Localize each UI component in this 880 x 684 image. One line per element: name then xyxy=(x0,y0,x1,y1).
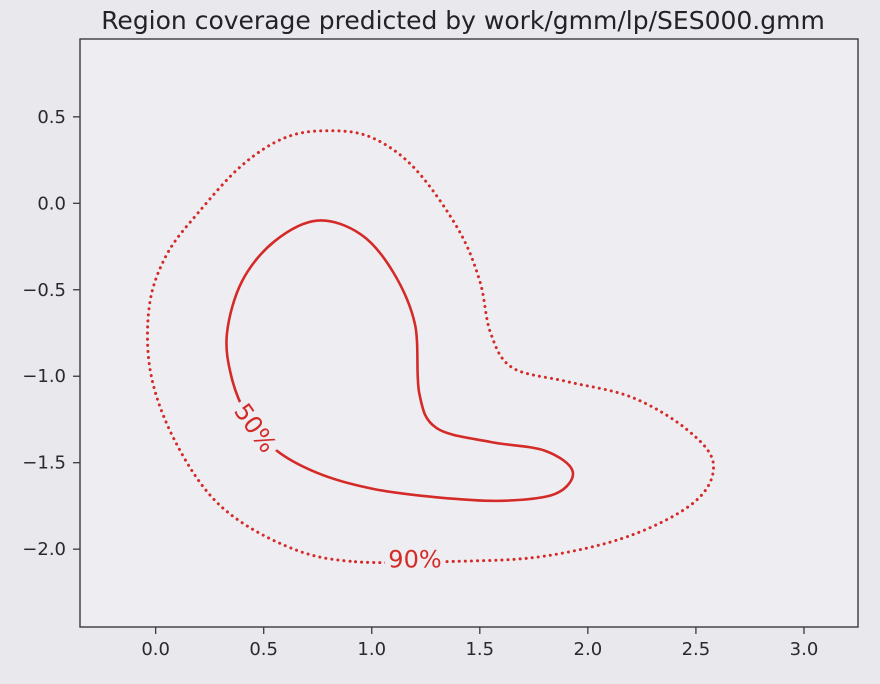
y-tick-label: −1.5 xyxy=(22,453,66,474)
x-tick-label: 2.5 xyxy=(682,639,711,660)
y-axis: 0.5 0.0 −0.5 −1.0 −1.5 −2.0 xyxy=(22,107,80,560)
plot-area xyxy=(79,38,859,628)
x-axis: 0.0 0.5 1.0 1.5 2.0 2.5 3.0 xyxy=(141,627,818,660)
y-tick-label: 0.0 xyxy=(37,193,66,214)
contour-50-line xyxy=(225,219,575,503)
x-tick-label: 3.0 xyxy=(790,639,819,660)
contour-90-line xyxy=(145,129,716,565)
y-tick-label: −0.5 xyxy=(22,280,66,301)
y-tick-label: 0.5 xyxy=(37,107,66,128)
x-tick-label: 0.0 xyxy=(141,639,170,660)
contour-label-background xyxy=(228,394,285,460)
contour-label-group: 90% xyxy=(384,544,445,574)
x-tick-label: 0.5 xyxy=(249,639,278,660)
chart-title: Region coverage predicted by work/gmm/lp… xyxy=(101,6,825,35)
y-tick-label: −2.0 xyxy=(22,539,66,560)
contour-label-background xyxy=(384,544,445,571)
y-tick-label: −1.0 xyxy=(22,366,66,387)
x-tick-label: 2.0 xyxy=(574,639,603,660)
contour-label-90: 90% xyxy=(388,546,441,574)
x-tick-label: 1.5 xyxy=(465,639,494,660)
x-tick-label: 1.0 xyxy=(357,639,386,660)
